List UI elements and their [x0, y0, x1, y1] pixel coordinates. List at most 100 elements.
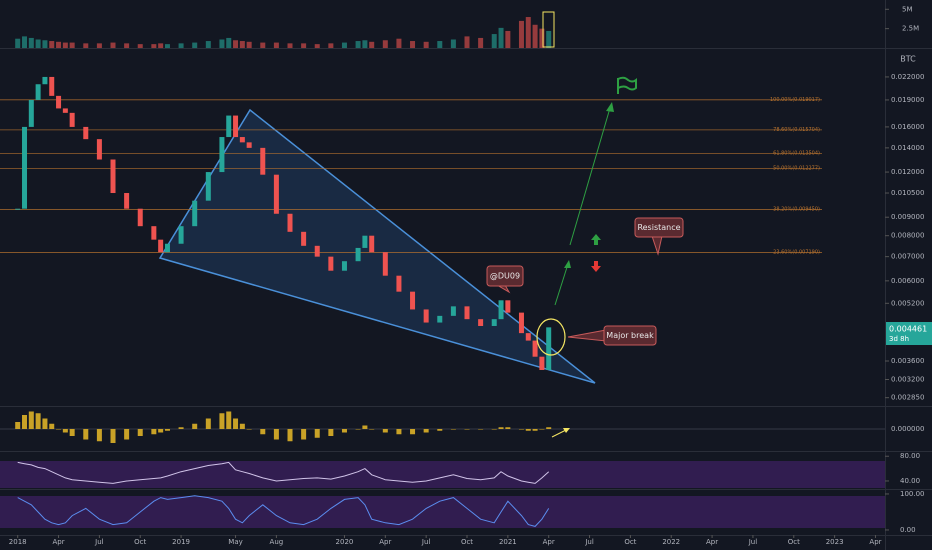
macd-bar [341, 429, 347, 433]
x-tick-label: May [228, 538, 242, 546]
macd-bar [239, 423, 245, 429]
volume-bar [83, 43, 89, 48]
macd-bar [83, 429, 89, 440]
macd-bar [273, 429, 279, 440]
x-tick-label: 2021 [499, 538, 517, 546]
volume-bar [164, 44, 170, 48]
arrow-head [606, 102, 614, 112]
x-tick-label: Oct [788, 538, 800, 546]
x-tick-label: 2020 [336, 538, 354, 546]
macd-bar [314, 429, 320, 438]
volume-bar [532, 24, 538, 48]
volume-bar [273, 42, 279, 48]
volume-bar [35, 39, 41, 48]
y-tick-label: 0.016000 [891, 123, 924, 131]
x-tick-label: 2018 [9, 538, 27, 546]
candle [423, 309, 429, 323]
y-tick-label: 0.002850 [891, 394, 924, 402]
macd-bar [56, 429, 62, 430]
candle [164, 243, 170, 253]
candle [205, 172, 211, 201]
macd-bar [410, 429, 416, 435]
candle [355, 247, 361, 262]
macd-bar [178, 427, 184, 429]
volume-bar [539, 28, 545, 48]
macd-bar [205, 418, 211, 429]
candle [301, 231, 307, 246]
candle [226, 115, 232, 138]
candle [478, 319, 484, 326]
y-tick-label: 5M [902, 5, 913, 13]
candle [532, 340, 538, 357]
candle [239, 137, 245, 143]
x-tick-label: Apr [543, 538, 555, 546]
arrow-line [554, 263, 569, 306]
fib-label: 38.20%(0.009450) [773, 207, 820, 213]
rsi-band [0, 461, 885, 488]
macd-bar [69, 429, 75, 436]
macd-bar [532, 429, 538, 431]
falling-wedge [158, 108, 596, 384]
x-tick-label: Oct [624, 538, 636, 546]
macd-bar [124, 429, 130, 440]
volume-bar [478, 37, 484, 48]
volume-bar [62, 42, 68, 48]
candle [15, 208, 21, 210]
volume-bar [301, 43, 307, 48]
macd-bar [478, 429, 484, 430]
candle [83, 126, 89, 140]
volume-bar [396, 38, 402, 48]
volume-bar [226, 37, 232, 48]
candle [219, 137, 225, 173]
volume-bar [96, 43, 102, 48]
volume-bar [158, 43, 164, 48]
fib-label: 100.00%(0.019017) [770, 97, 820, 103]
candle [314, 245, 320, 257]
macd-bar [192, 423, 198, 429]
candle [151, 226, 157, 240]
annotation: @DU09 [490, 272, 520, 281]
macd-bar [260, 429, 266, 435]
macd-bar [246, 429, 252, 430]
macd-bar [96, 429, 102, 442]
x-tick-label: Apr [52, 538, 64, 546]
price-label-box [886, 322, 932, 345]
candle [505, 300, 511, 313]
macd-bar [423, 429, 429, 433]
macd-bar [437, 429, 443, 431]
candle [498, 300, 504, 320]
candle [410, 291, 416, 310]
macd-bar [151, 429, 157, 435]
y-tick-label: 0.007000 [891, 253, 924, 261]
macd-bar [164, 429, 170, 431]
volume-bar [498, 27, 504, 48]
volume-bar [362, 40, 368, 48]
macd-bar [382, 429, 388, 433]
y-tick-label: 40.00 [900, 477, 920, 485]
volume-bar [437, 41, 443, 48]
macd-bar [110, 429, 116, 443]
candle [260, 147, 266, 175]
volume-bar [219, 39, 225, 48]
volume-bar [110, 42, 116, 48]
volume-bar [341, 42, 347, 48]
x-tick-label: Jul [421, 538, 431, 546]
x-tick-label: Apr [706, 538, 718, 546]
macd-bar [355, 429, 361, 430]
y-tick-label: 0.022000 [891, 73, 924, 81]
macd-bar [137, 429, 143, 436]
candle [110, 159, 116, 194]
volume-bar [491, 34, 497, 48]
candle [369, 235, 375, 253]
arrow-line [569, 107, 611, 246]
candle [362, 235, 368, 248]
x-tick-label: Jul [584, 538, 594, 546]
macd-bar [49, 423, 55, 429]
volume-bar [233, 40, 239, 48]
volume-bar [22, 36, 28, 48]
candle [450, 306, 456, 316]
macd-bar [42, 418, 48, 429]
candle [539, 356, 545, 370]
